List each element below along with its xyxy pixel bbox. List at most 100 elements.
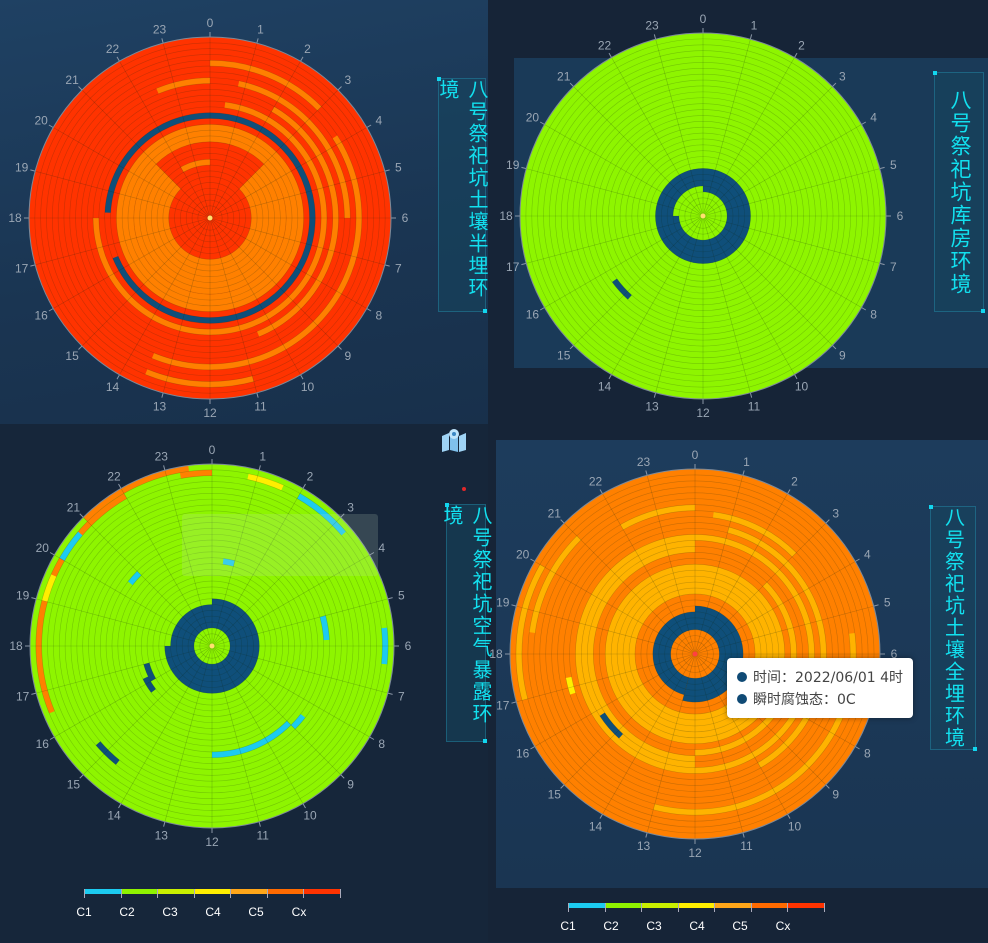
spoke-gridline	[209, 43, 258, 219]
angle-label: 3	[832, 506, 839, 520]
angle-tick	[511, 604, 517, 607]
heatmap-cell[interactable]	[237, 80, 351, 218]
angle-tick	[387, 692, 393, 695]
angle-tick	[256, 38, 259, 44]
angle-tick	[49, 552, 55, 556]
heatmap-cell[interactable]	[655, 168, 703, 216]
spoke-gridline	[209, 61, 301, 219]
heatmap-cell[interactable]	[142, 676, 156, 693]
heatmap-cell[interactable]	[104, 112, 210, 213]
ring-gridline	[94, 528, 330, 764]
heatmap-cell[interactable]	[59, 531, 83, 561]
spoke-gridline	[53, 127, 211, 219]
angle-label: 11	[256, 828, 269, 842]
spoke-gridline	[209, 127, 367, 219]
spoke-gridline	[702, 57, 795, 217]
legend-label: C1	[76, 905, 92, 919]
ring-gridline	[174, 182, 246, 254]
heatmap-cell[interactable]	[599, 712, 623, 739]
heatmap-cell[interactable]	[83, 465, 190, 522]
spoke-gridline	[694, 653, 744, 833]
angle-tick	[118, 803, 122, 809]
heatmap-cell[interactable]	[180, 159, 210, 173]
map-icon[interactable]	[440, 428, 468, 452]
heatmap-cell[interactable]	[727, 527, 827, 768]
heatmap-cell[interactable]	[143, 662, 156, 682]
angle-tick	[560, 784, 565, 789]
spoke-gridline	[702, 215, 751, 393]
ring-gridline	[99, 533, 325, 759]
ring-gridline	[51, 59, 369, 377]
heatmap-cell[interactable]	[653, 632, 857, 816]
spoke-gridline	[211, 645, 304, 804]
spoke-gridline	[516, 605, 696, 655]
angle-label: 23	[155, 450, 169, 464]
ring-gridline	[181, 615, 243, 677]
tooltip-marker-icon	[737, 694, 747, 704]
spoke-gridline	[702, 215, 833, 346]
ring-gridline	[76, 510, 348, 782]
ring-gridline	[180, 188, 240, 248]
ring-gridline	[145, 153, 275, 283]
ring-gridline	[170, 604, 254, 688]
angle-label: 2	[791, 475, 798, 489]
ring-gridline	[581, 540, 809, 768]
heatmap-cell[interactable]	[652, 611, 695, 695]
angle-tick	[599, 813, 603, 819]
ring-gridline	[658, 617, 732, 691]
heatmap-cell[interactable]	[612, 278, 632, 300]
heatmap-cell[interactable]	[529, 535, 582, 633]
ring-gridline	[69, 77, 351, 359]
heatmap-cell[interactable]	[319, 615, 330, 641]
heatmap-cell[interactable]	[620, 504, 695, 530]
heatmap-cell[interactable]	[297, 493, 346, 536]
spoke-gridline	[602, 653, 696, 815]
heatmap-cell[interactable]	[95, 741, 120, 765]
ring-gridline	[569, 528, 821, 780]
heatmap-cell[interactable]	[179, 469, 212, 479]
heatmap-cell[interactable]	[133, 164, 287, 295]
angle-tick	[879, 166, 885, 170]
spoke-gridline	[119, 61, 211, 219]
heatmap-cell[interactable]	[41, 574, 57, 602]
heatmap-cell[interactable]	[222, 558, 235, 567]
ring-gridline	[628, 587, 762, 721]
angle-label: 12	[203, 406, 217, 420]
heatmap-cell[interactable]	[212, 720, 292, 758]
spoke-gridline	[36, 645, 213, 694]
heatmap-cell[interactable]	[145, 369, 254, 388]
heatmap-cell[interactable]	[247, 473, 284, 491]
heatmap-cell[interactable]	[164, 598, 260, 694]
heatmap-cell[interactable]	[655, 168, 751, 264]
legend-label: C5	[732, 919, 748, 933]
angle-label: 6	[891, 647, 898, 661]
angle-label: 10	[788, 819, 802, 833]
heatmap-cell[interactable]	[515, 564, 546, 701]
ring-gridline	[139, 147, 281, 289]
heatmap-cell[interactable]	[565, 676, 576, 695]
heatmap-cell[interactable]	[170, 604, 212, 646]
heatmap-cell[interactable]	[210, 60, 322, 111]
angle-label: 14	[598, 380, 612, 394]
heatmap-cell[interactable]	[156, 77, 210, 94]
heatmap-cell[interactable]	[581, 540, 695, 768]
heatmap-cell[interactable]	[256, 106, 339, 337]
angle-label: 14	[106, 380, 120, 394]
ring-gridline	[515, 474, 875, 834]
heatmap-cell[interactable]	[127, 571, 142, 586]
heatmap-cell[interactable]	[712, 511, 797, 557]
ring-gridline	[625, 138, 781, 294]
ring-gridline	[575, 534, 815, 774]
ring-gridline	[690, 203, 716, 229]
heatmap-cell[interactable]	[35, 493, 127, 714]
ring-gridline	[563, 522, 827, 786]
heatmap-cell[interactable]	[381, 627, 389, 665]
angle-tick	[825, 519, 830, 524]
angle-label: 14	[107, 809, 121, 823]
tooltip-marker-icon	[737, 672, 747, 682]
ring-gridline	[105, 539, 319, 753]
angle-label: 7	[395, 261, 402, 275]
heatmap-cell[interactable]	[291, 714, 306, 730]
angle-tick	[521, 166, 527, 170]
ring-gridline	[545, 504, 845, 804]
